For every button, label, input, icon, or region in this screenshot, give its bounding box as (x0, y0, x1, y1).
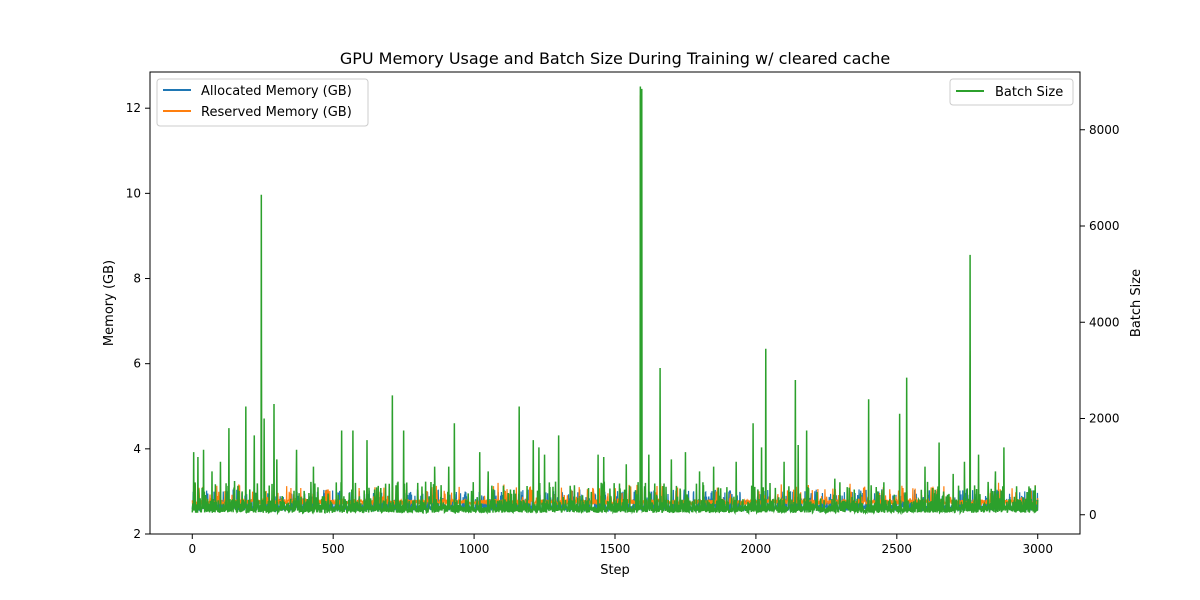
y-left-tick-label: 12 (126, 101, 141, 115)
y-left-tick-label: 8 (133, 272, 141, 286)
x-tick-label: 0 (188, 542, 196, 556)
plot-frame (149, 71, 1081, 535)
y-left-axis-label: Memory (GB) (102, 260, 117, 346)
x-tick-label: 2000 (741, 542, 772, 556)
x-tick-label: 2500 (882, 542, 913, 556)
y-right-tick-label: 2000 (1089, 412, 1120, 426)
y-left-axis-ticks: 2 4 6 8 10 12 (126, 101, 150, 541)
series-line-reserved (191, 95, 1039, 507)
legend-label-reserved: Reserved Memory (GB) (201, 105, 352, 120)
legend-label-batch: Batch Size (995, 85, 1063, 100)
y-right-axis-label: Batch Size (1129, 269, 1144, 337)
legend-label-allocated: Allocated Memory (GB) (201, 84, 352, 99)
y-left-tick-label: 4 (133, 442, 141, 456)
y-right-tick-label: 4000 (1089, 315, 1120, 329)
x-tick-label: 1000 (459, 542, 490, 556)
plot-lines (191, 86, 1039, 516)
y-right-tick-label: 6000 (1089, 219, 1120, 233)
y-right-axis-ticks: 0 2000 4000 6000 8000 (1080, 123, 1120, 522)
x-tick-label: 500 (322, 542, 345, 556)
legend-left: Allocated Memory (GB) Reserved Memory (G… (156, 78, 369, 127)
chart-title: GPU Memory Usage and Batch Size During T… (340, 49, 890, 68)
series-line-allocated (191, 99, 1039, 513)
legend-right-box (949, 78, 1074, 106)
legend-right: Batch Size (949, 78, 1074, 106)
x-tick-label: 1500 (600, 542, 631, 556)
series-line-batch (191, 86, 1039, 516)
x-tick-label: 3000 (1022, 542, 1053, 556)
legend-left-box (156, 78, 369, 127)
y-right-tick-label: 8000 (1089, 123, 1120, 137)
x-axis-label: Step (600, 563, 630, 578)
y-right-tick-label: 0 (1089, 508, 1097, 522)
y-left-tick-label: 10 (126, 186, 141, 200)
y-left-tick-label: 6 (133, 357, 141, 371)
y-left-tick-label: 2 (133, 527, 141, 541)
x-axis-ticks: 0 500 1000 1500 2000 2500 3000 (188, 534, 1053, 556)
